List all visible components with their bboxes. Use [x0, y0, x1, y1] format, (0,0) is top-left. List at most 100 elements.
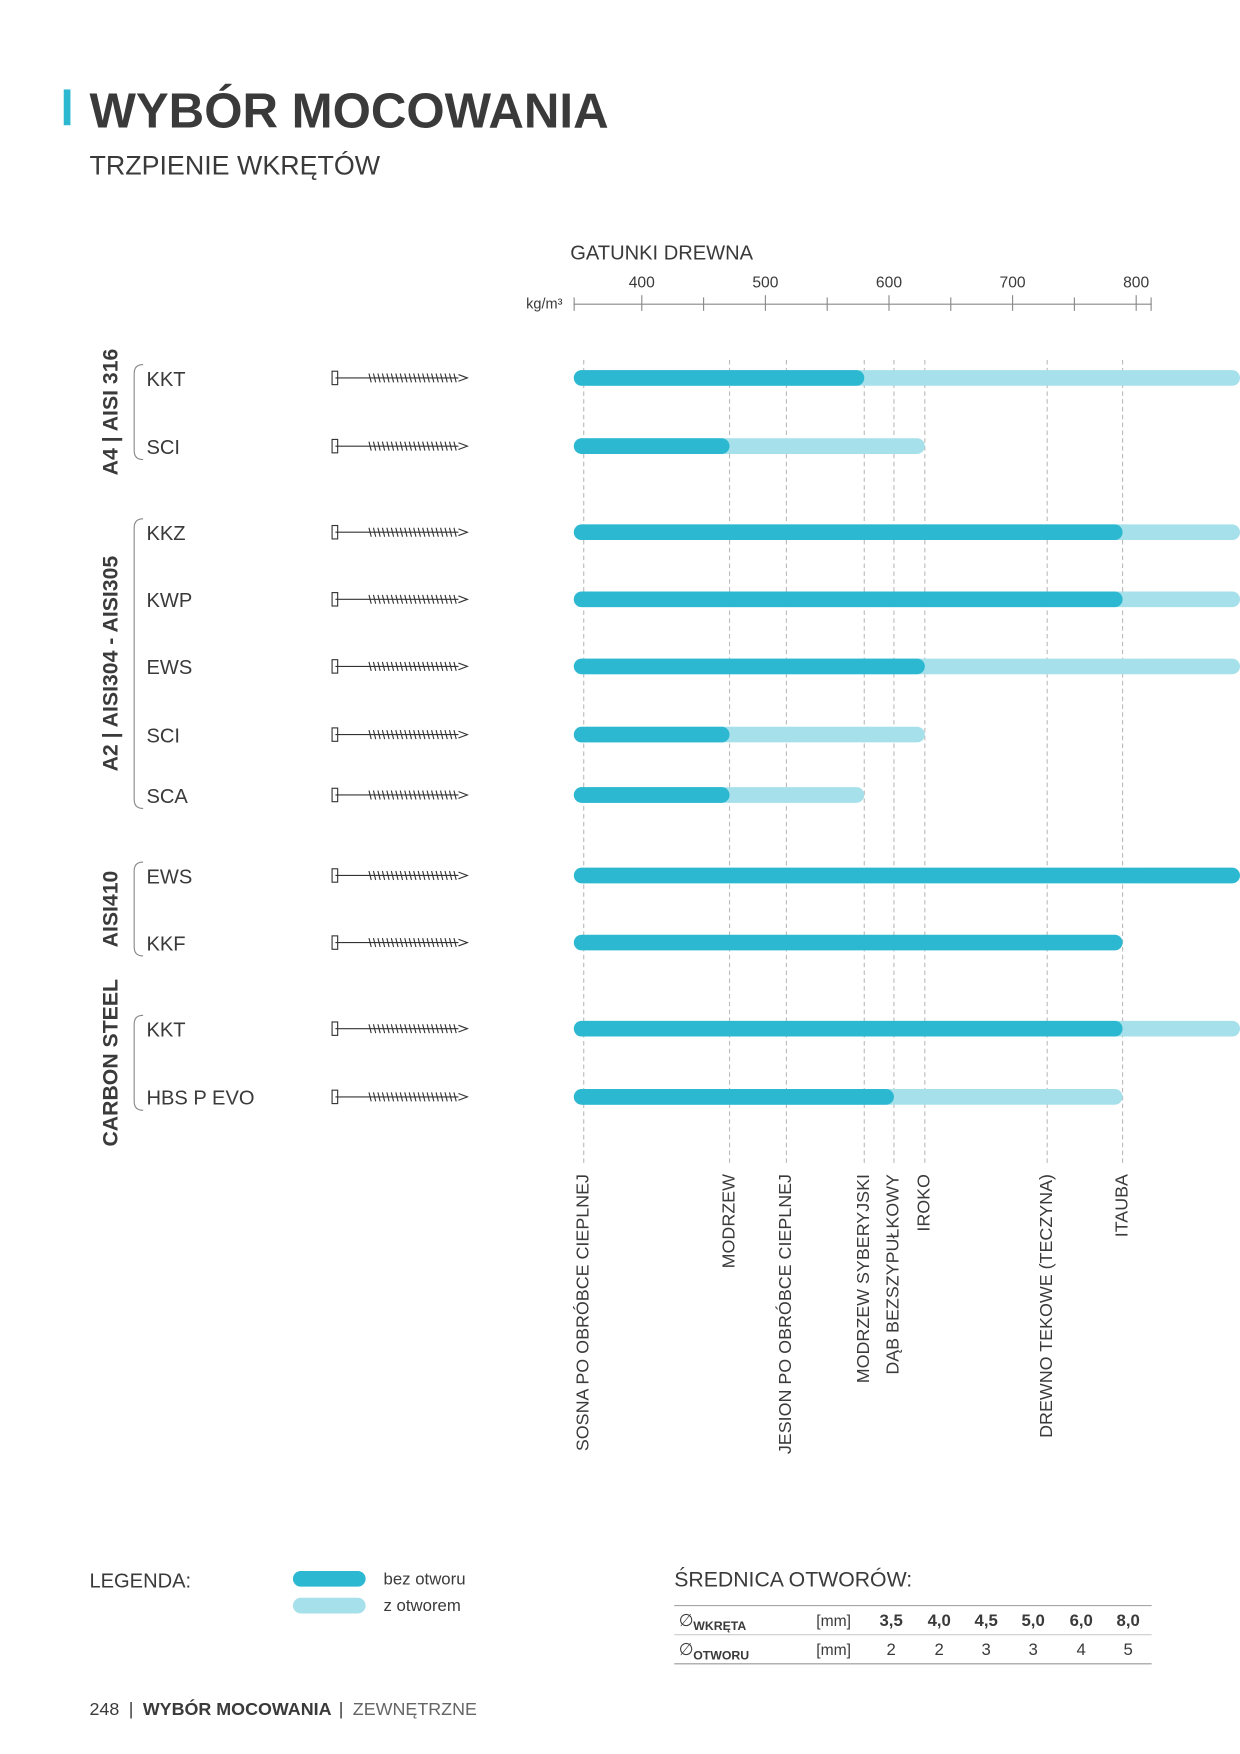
screw-thread: [368, 661, 457, 672]
x-tick-label: 700: [1000, 274, 1026, 291]
screw-tip: [458, 730, 469, 739]
range-bar: [573, 658, 925, 675]
row-label: EWS: [146, 866, 192, 888]
wood-label: DREWNO TEKOWE (TECZYNA): [1036, 1174, 1056, 1438]
row-label: KKT: [146, 369, 185, 391]
table-cell: 3: [1028, 1640, 1037, 1659]
screw-icon: [331, 659, 469, 674]
legend-label: z otworem: [384, 1596, 461, 1615]
screw-icon: [331, 524, 469, 540]
screw-icon: [331, 1089, 469, 1105]
screw-head: [331, 438, 339, 454]
table-cell: 2: [886, 1640, 895, 1659]
row-label: HBS P EVO: [146, 1088, 254, 1110]
screw-thread: [368, 373, 457, 383]
group-label: AISI410: [98, 871, 122, 948]
screw-tip: [458, 528, 469, 537]
row-unit: [mm]: [816, 1613, 851, 1630]
range-bar: [573, 1089, 894, 1105]
screw-thread: [368, 729, 457, 740]
x-tick-label: 800: [1123, 274, 1149, 291]
screw-head: [331, 787, 339, 803]
range-bar: [573, 438, 730, 454]
separator: |: [129, 1699, 134, 1719]
screw-thread: [368, 527, 457, 537]
screw-head: [331, 592, 339, 607]
screw-icon: [331, 727, 469, 742]
group-label: CARBON STEEL: [98, 979, 122, 1147]
x-tick-label: 600: [876, 274, 902, 291]
row-label: KKZ: [146, 523, 185, 545]
screw-head: [331, 727, 339, 742]
row-label: KKT: [146, 1020, 185, 1042]
screw-icon: [331, 370, 469, 386]
table-title: ŚREDNICA OTWORÓW:: [674, 1567, 912, 1592]
row-label: KKF: [146, 933, 185, 955]
row-label: KWP: [146, 590, 192, 612]
screw-tip: [458, 374, 469, 382]
screw-icon: [331, 438, 469, 454]
range-bar: [573, 1020, 1123, 1037]
footer-subsection: ZEWNĘTRZNE: [353, 1699, 477, 1719]
screw-icon: [331, 787, 469, 803]
legend-label: bez otworu: [384, 1569, 466, 1588]
range-bar: [573, 524, 1123, 541]
range-bar: [573, 591, 1123, 608]
screw-icon: [331, 592, 469, 607]
screw-tip: [458, 1024, 469, 1033]
x-tick-label: 500: [752, 274, 778, 291]
row-header: OTWORU: [693, 1648, 749, 1662]
range-bar: [573, 934, 1123, 951]
screw-icon: [331, 868, 469, 883]
range-bar: [573, 787, 730, 803]
range-bar: [573, 867, 1240, 884]
screw-head: [331, 935, 339, 950]
wood-label: IROKO: [914, 1174, 934, 1232]
wood-label: MODRZEW SYBERYJSKI: [853, 1174, 873, 1383]
separator: |: [339, 1699, 344, 1719]
screw-icon: [331, 935, 469, 950]
screw-head: [331, 659, 339, 674]
wood-label: MODRZEW: [718, 1174, 738, 1268]
screw-tip: [458, 595, 469, 604]
footer: 248 | WYBÓR MOCOWANIA | ZEWNĘTRZNE: [89, 1698, 477, 1719]
page-subtitle: TRZPIENIE WKRĘTÓW: [89, 149, 380, 180]
table-cell: 8,0: [1117, 1611, 1140, 1630]
screw-thread: [368, 594, 457, 604]
table-cell: 4,0: [928, 1611, 951, 1630]
screw-head: [331, 1089, 339, 1105]
row-label: SCI: [146, 437, 180, 459]
wood-label: JESION PO OBRÓBCE CIEPLNEJ: [774, 1174, 795, 1454]
screw-head: [331, 524, 339, 540]
screw-tip: [458, 662, 469, 671]
legend-swatch: [292, 1597, 366, 1614]
table-cell: 6,0: [1070, 1611, 1093, 1630]
group-bracket: [133, 363, 144, 461]
legend-title: LEGENDA:: [89, 1571, 191, 1593]
screw-tip: [458, 442, 469, 451]
screw-head: [331, 868, 339, 883]
page-title: WYBÓR MOCOWANIA: [89, 82, 608, 138]
screw-tip: [458, 938, 469, 947]
wood-label: SOSNA PO OBRÓBCE CIEPLNEJ: [571, 1174, 592, 1451]
screw-thread: [368, 937, 457, 948]
screw-tip: [458, 871, 469, 880]
screw-thread: [368, 790, 457, 800]
table-cell: 3,5: [879, 1611, 902, 1630]
screw-tip: [458, 1093, 469, 1101]
screw-thread: [368, 870, 457, 881]
screw-head: [331, 370, 339, 386]
footer-section: WYBÓR MOCOWANIA: [143, 1698, 332, 1719]
axis-title: GATUNKI DREWNA: [570, 242, 753, 264]
row-symbol: ∅: [679, 1640, 694, 1659]
table-cell: 5: [1124, 1640, 1133, 1659]
row-header: WKRĘTA: [693, 1619, 746, 1633]
axis-unit: kg/m³: [526, 297, 562, 313]
screw-thread: [368, 441, 457, 451]
screw-head: [331, 1021, 339, 1036]
wood-label: ITAUBA: [1111, 1174, 1131, 1237]
group-label: A4 | AISI 316: [98, 348, 122, 475]
group-label: A2 | AISI304 - AISI305: [98, 556, 122, 772]
title-accent: [63, 89, 71, 126]
